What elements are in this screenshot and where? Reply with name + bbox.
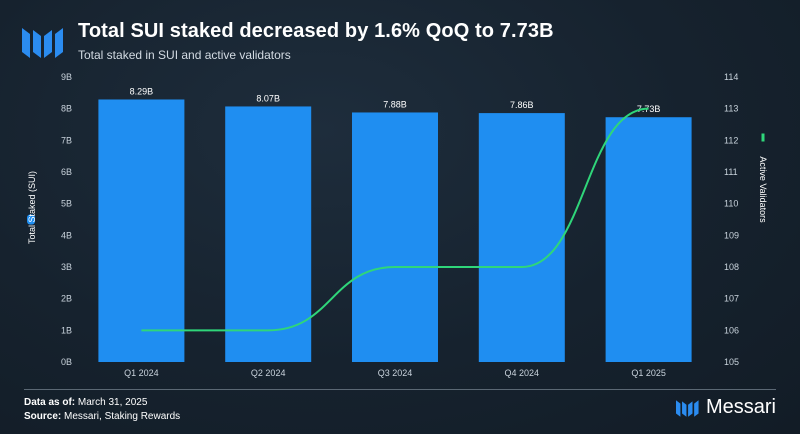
x-tick-label: Q4 2024: [505, 368, 540, 378]
bar-data-label: 7.88B: [383, 99, 407, 109]
legend-swatch-total-staked: [27, 214, 35, 225]
y-right-tick-label: 106: [724, 325, 739, 335]
data-date-line: Data as of: March 31, 2025: [24, 397, 147, 408]
y-right-tick-label: 113: [724, 104, 738, 114]
y-right-tick-label: 114: [724, 72, 738, 82]
messari-brand-icon: [675, 399, 699, 417]
source-label: Source:: [24, 411, 62, 422]
brand: Messari: [674, 396, 776, 419]
bar-data-label: 8.07B: [256, 93, 280, 103]
y-left-axis-label: Total Staked (SUI): [27, 171, 37, 244]
y-left-tick-label: 5B: [61, 199, 72, 209]
date-value: March 31, 2025: [77, 397, 148, 408]
y-right-tick-label: 109: [724, 230, 739, 240]
date-label: Data as of:: [24, 397, 76, 408]
y-left-tick-label: 0B: [61, 357, 72, 367]
page-title: Total SUI staked decreased by 1.6% QoQ t…: [78, 20, 554, 42]
y-right-tick-label: 107: [724, 294, 739, 304]
y-left-tick-label: 4B: [61, 230, 72, 240]
y-left-tick-label: 6B: [61, 167, 72, 177]
bar-q2-2024: [225, 106, 312, 362]
bar-q1-2024: [98, 99, 185, 362]
page-subtitle: Total staked in SUI and active validator…: [78, 48, 291, 62]
y-left-tick-label: 3B: [61, 262, 72, 272]
y-left-tick-label: 9B: [61, 72, 72, 82]
x-tick-label: Q1 2024: [124, 368, 159, 378]
y-left-tick-label: 8B: [61, 104, 72, 114]
y-right-tick-label: 112: [724, 135, 738, 145]
y-right-tick-label: 105: [724, 357, 739, 367]
footer-divider: [24, 389, 776, 390]
bar-q3-2024: [352, 112, 438, 362]
y-left-tick-label: 1B: [61, 325, 72, 335]
y-right-tick-label: 110: [724, 199, 738, 209]
bar-q4-2024: [478, 113, 565, 362]
brand-name: Messari: [705, 396, 776, 418]
x-tick-label: Q1 2025: [631, 368, 666, 378]
y-right-tick-label: 108: [724, 262, 739, 272]
source-value: Messari, Staking Rewards: [64, 411, 181, 422]
y-left-tick-label: 2B: [61, 294, 72, 304]
y-right-axis-label: Active Validators: [758, 156, 768, 223]
source-line: Source: Messari, Staking Rewards: [24, 411, 180, 422]
bar-data-label: 8.29B: [130, 86, 154, 96]
y-left-tick-label: 7B: [61, 135, 72, 145]
y-right-tick-label: 111: [724, 167, 738, 177]
bar-q1-2025: [605, 117, 692, 362]
active-validators-line: [141, 107, 649, 332]
messari-logo-icon: [22, 28, 63, 58]
x-tick-label: Q2 2024: [251, 368, 286, 378]
bar-data-label: 7.86B: [510, 100, 534, 110]
x-tick-label: Q3 2024: [378, 368, 413, 378]
